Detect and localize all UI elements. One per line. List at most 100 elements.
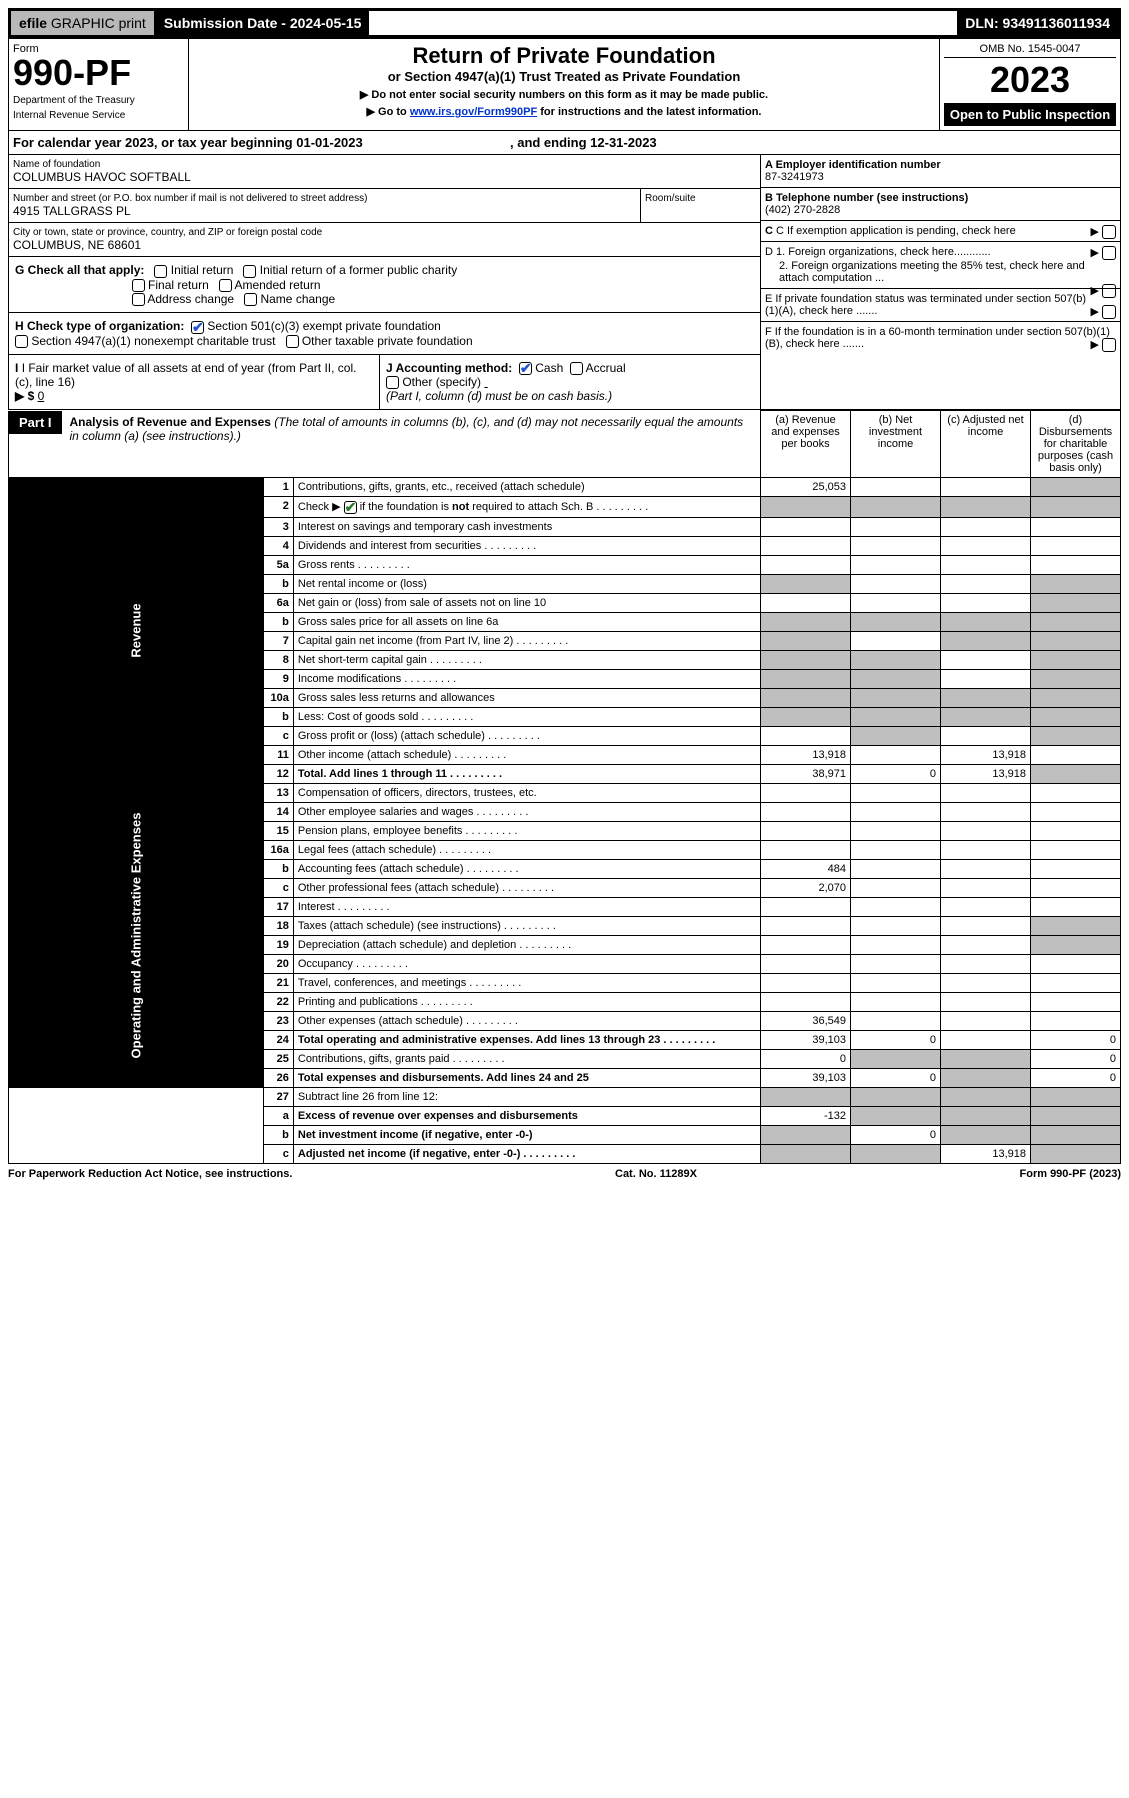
cell-value <box>1031 1145 1121 1164</box>
line-description: Other professional fees (attach schedule… <box>293 879 760 898</box>
cell-value: 13,918 <box>761 746 851 765</box>
cell-value <box>1031 613 1121 632</box>
4947-checkbox[interactable] <box>15 335 28 348</box>
line-description: Depreciation (attach schedule) and deple… <box>293 936 760 955</box>
h-row: H Check type of organization: Section 50… <box>9 313 760 355</box>
line-number: 10a <box>263 689 293 708</box>
line-number: 3 <box>263 518 293 537</box>
cell-value <box>941 1126 1031 1145</box>
form990pf-link[interactable]: www.irs.gov/Form990PF <box>410 106 537 118</box>
line-description: Check ▶ if the foundation is not require… <box>293 497 760 518</box>
amended-return-checkbox[interactable] <box>219 279 232 292</box>
cell-value <box>851 974 941 993</box>
addr-value: 4915 TALLGRASS PL <box>13 204 636 218</box>
f-label: F If the foundation is in a 60-month ter… <box>765 326 1110 350</box>
cash-checkbox[interactable] <box>519 362 532 375</box>
room-label: Room/suite <box>645 193 756 204</box>
f-checkbox[interactable] <box>1102 338 1116 352</box>
i-arrow: ▶ $ <box>15 389 34 403</box>
schb-checkbox[interactable] <box>344 501 357 514</box>
line-number: 25 <box>263 1050 293 1069</box>
cell-value <box>941 1069 1031 1088</box>
part1-title: Analysis of Revenue and Expenses <box>70 415 271 429</box>
other-specify-checkbox[interactable] <box>386 376 399 389</box>
cell-value <box>851 575 941 594</box>
name-label: Name of foundation <box>13 159 756 170</box>
line-description: Compensation of officers, directors, tru… <box>293 784 760 803</box>
form-number: 990-PF <box>13 55 184 91</box>
part1-table: Part I Analysis of Revenue and Expenses … <box>8 410 1121 1164</box>
address-change-checkbox[interactable] <box>132 293 145 306</box>
cell-value <box>761 594 851 613</box>
cell-value <box>851 632 941 651</box>
line-number: b <box>263 613 293 632</box>
cell-value <box>761 936 851 955</box>
line-number: 12 <box>263 765 293 784</box>
cell-value <box>761 822 851 841</box>
cell-value: 13,918 <box>941 765 1031 784</box>
cell-value <box>1031 708 1121 727</box>
cell-value: 0 <box>1031 1069 1121 1088</box>
cell-value <box>761 651 851 670</box>
b-cell: B Telephone number (see instructions) (4… <box>761 188 1120 221</box>
line-description: Legal fees (attach schedule) <box>293 841 760 860</box>
cal-mid: , and ending <box>510 135 590 150</box>
line-number: 9 <box>263 670 293 689</box>
cell-value <box>1031 803 1121 822</box>
top-bar: efile GRAPHIC print Submission Date - 20… <box>8 8 1121 38</box>
line-number: 18 <box>263 917 293 936</box>
cell-value <box>851 727 941 746</box>
line-description: Income modifications <box>293 670 760 689</box>
final-return-checkbox[interactable] <box>132 279 145 292</box>
a-cell: A Employer identification number 87-3241… <box>761 155 1120 188</box>
501c3-checkbox[interactable] <box>191 321 204 334</box>
footer-mid: Cat. No. 11289X <box>615 1168 697 1180</box>
d2-checkbox[interactable] <box>1102 284 1116 298</box>
name-change-checkbox[interactable] <box>244 293 257 306</box>
accrual-checkbox[interactable] <box>570 362 583 375</box>
cell-value <box>941 993 1031 1012</box>
d-cell: D 1. Foreign organizations, check here..… <box>761 242 1120 289</box>
c-checkbox[interactable] <box>1102 225 1116 239</box>
cell-value <box>1031 841 1121 860</box>
cell-value <box>1031 670 1121 689</box>
i-value: 0 <box>38 389 118 403</box>
cell-value <box>1031 917 1121 936</box>
cell-value <box>851 879 941 898</box>
cell-value: -132 <box>761 1107 851 1126</box>
j-accrual: Accrual <box>586 361 626 375</box>
info-right: A Employer identification number 87-3241… <box>760 155 1120 409</box>
cell-value <box>1031 632 1121 651</box>
cell-value <box>941 497 1031 518</box>
initial-return-checkbox[interactable] <box>154 265 167 278</box>
d1-checkbox[interactable] <box>1102 246 1116 260</box>
cell-value <box>941 841 1031 860</box>
cell-value <box>851 784 941 803</box>
cell-value <box>941 727 1031 746</box>
note2-pre: ▶ Go to <box>367 106 410 118</box>
omb: OMB No. 1545-0047 <box>944 43 1116 58</box>
line-description: Net investment income (if negative, ente… <box>293 1126 760 1145</box>
cell-value <box>941 936 1031 955</box>
i-cell: I I Fair market value of all assets at e… <box>9 355 380 410</box>
line-description: Capital gain net income (from Part IV, l… <box>293 632 760 651</box>
cell-value <box>851 497 941 518</box>
cell-value <box>761 708 851 727</box>
j-other: Other (specify) <box>402 375 481 389</box>
part1-label: Part I <box>9 411 62 434</box>
cell-value <box>851 841 941 860</box>
initial-public-checkbox[interactable] <box>243 265 256 278</box>
cell-value <box>761 784 851 803</box>
line-number: 23 <box>263 1012 293 1031</box>
cell-value <box>941 575 1031 594</box>
col-d-header: (d) Disbursements for charitable purpose… <box>1031 411 1121 478</box>
col-a-header: (a) Revenue and expenses per books <box>761 411 851 478</box>
e-checkbox[interactable] <box>1102 305 1116 319</box>
cell-value <box>1031 936 1121 955</box>
line-description: Net gain or (loss) from sale of assets n… <box>293 594 760 613</box>
b-value: (402) 270-2828 <box>765 204 1116 216</box>
cell-value <box>1031 575 1121 594</box>
other-taxable-checkbox[interactable] <box>286 335 299 348</box>
cell-value <box>761 537 851 556</box>
cell-value <box>761 497 851 518</box>
